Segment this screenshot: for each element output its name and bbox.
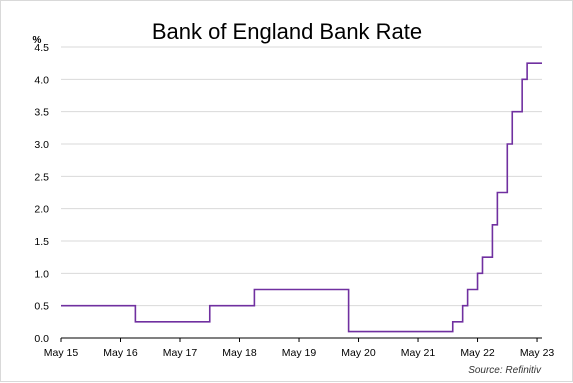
x-axis-ticks: May 15 May 16 May 17 May 18 May 19 May 20 May … <box>44 338 555 359</box>
y-tick-label: 1.0 <box>34 268 49 280</box>
y-tick-label: 1.5 <box>34 236 49 248</box>
y-tick-label: 4.5 <box>34 42 49 54</box>
y-tick-label: 0.5 <box>34 301 49 313</box>
gridlines <box>61 46 542 307</box>
y-tick-label: 4.0 <box>34 74 49 86</box>
x-tick-label: May 23 <box>520 347 555 359</box>
y-tick-label: 3.5 <box>34 107 49 119</box>
y-tick-label: 2.5 <box>34 171 49 183</box>
x-tick-label: May 20 <box>341 347 376 359</box>
x-tick-label: May 18 <box>222 347 257 359</box>
x-tick-label: May 21 <box>401 347 436 359</box>
x-tick-label: May 17 <box>163 347 198 359</box>
source-note: Source: Refinitiv <box>468 365 542 376</box>
y-tick-label: 3.0 <box>34 139 49 151</box>
x-tick-label: May 22 <box>460 347 495 359</box>
x-tick-label: May 16 <box>103 347 138 359</box>
x-tick-label: May 15 <box>44 347 79 359</box>
y-axis-ticks: 0.0 0.5 1.0 1.5 2.0 2.5 3.0 3.5 4.0 4.5 <box>34 42 49 345</box>
chart-title: Bank of England Bank Rate <box>152 19 422 44</box>
y-tick-label: 2.0 <box>34 204 49 216</box>
x-tick-label: May 19 <box>282 347 317 359</box>
series-group <box>61 62 542 333</box>
y-axis-unit-label: % <box>33 35 42 46</box>
y-tick-label: 0.0 <box>34 333 49 345</box>
bank-rate-line <box>61 62 542 333</box>
